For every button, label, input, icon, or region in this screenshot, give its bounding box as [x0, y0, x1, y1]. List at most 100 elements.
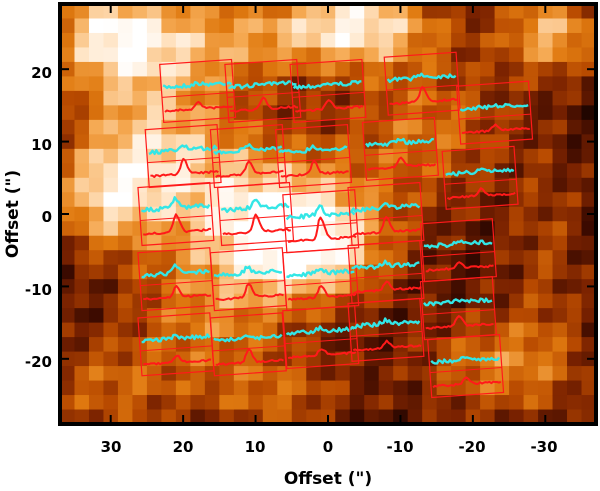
map-pixel: [320, 134, 336, 150]
map-pixel: [523, 148, 539, 164]
map-pixel: [538, 47, 554, 63]
map-pixel: [465, 134, 481, 150]
map-pixel: [117, 250, 134, 266]
map-pixel: [219, 61, 235, 78]
map-pixel: [567, 409, 583, 424]
map-pixel: [422, 177, 438, 193]
map-pixel: [306, 47, 322, 63]
map-pixel: [407, 308, 423, 324]
map-pixel: [175, 61, 191, 78]
map-pixel: [306, 32, 322, 49]
map-pixel: [349, 293, 365, 309]
map-pixel: [262, 47, 278, 63]
y-tick-label: -20: [25, 353, 52, 371]
map-pixel: [88, 409, 105, 424]
red-spectrum: [142, 284, 212, 301]
map-pixel: [161, 90, 177, 106]
map-pixel: [407, 337, 423, 353]
map-pixel: [335, 47, 351, 63]
map-pixel: [204, 47, 220, 63]
map-pixel: [567, 221, 583, 237]
map-pixel: [320, 18, 336, 34]
map-pixel: [117, 177, 134, 193]
map-pixel: [277, 380, 293, 396]
map-pixel: [88, 192, 105, 208]
map-pixel: [349, 380, 365, 396]
map-pixel: [494, 61, 510, 78]
map-pixel: [219, 395, 235, 411]
spectrum-panel: [347, 297, 425, 362]
map-pixel: [175, 235, 191, 251]
map-pixel: [523, 409, 539, 424]
cyan-spectrum: [213, 143, 283, 155]
map-pixel: [175, 90, 191, 106]
cyan-spectrum: [459, 102, 529, 112]
red-spectrum: [215, 160, 284, 178]
map-pixel: [248, 163, 264, 179]
map-pixel: [132, 105, 148, 121]
spectrum-panel: [137, 181, 215, 247]
y-tick-label: 0: [42, 208, 52, 226]
map-pixel: [480, 279, 496, 295]
map-pixel: [407, 32, 423, 49]
map-pixel: [480, 148, 496, 164]
map-pixel: [277, 366, 293, 382]
map-pixel: [552, 380, 568, 396]
map-pixel: [581, 148, 596, 164]
spectrum-panel: [383, 51, 461, 116]
map-pixel: [233, 380, 249, 396]
map-pixel: [60, 235, 76, 251]
map-pixel: [146, 134, 163, 150]
map-pixel: [74, 134, 90, 150]
spectrum-panel: [361, 116, 440, 181]
map-pixel: [422, 18, 438, 34]
spectrum-panel-frame: [441, 145, 519, 210]
map-pixel: [103, 61, 119, 78]
map-pixel: [248, 366, 264, 382]
spectrum-panel-frame: [216, 181, 295, 247]
map-pixel: [291, 47, 307, 63]
map-pixel: [567, 235, 583, 251]
spectrum-panel-divider: [350, 272, 423, 279]
map-pixel: [509, 47, 525, 63]
map-pixel: [393, 264, 409, 280]
map-pixel: [552, 409, 568, 424]
map-pixel: [161, 250, 177, 266]
map-pixel: [88, 206, 105, 222]
map-pixel: [117, 395, 134, 411]
map-pixel: [407, 279, 423, 295]
map-pixel: [436, 18, 452, 34]
map-pixel: [88, 32, 105, 49]
map-pixel: [74, 18, 90, 34]
map-pixel: [219, 47, 235, 63]
map-pixel: [581, 163, 596, 179]
spectrum-panel: [209, 247, 287, 312]
map-pixel: [567, 308, 583, 324]
map-pixel: [204, 366, 220, 382]
map-pixel: [219, 32, 235, 49]
map-pixel: [262, 206, 278, 222]
map-pixel: [190, 322, 206, 338]
map-pixel: [451, 221, 467, 237]
map-pixel: [103, 76, 119, 92]
map-pixel: [494, 47, 510, 63]
map-pixel: [436, 134, 452, 150]
map-pixel: [74, 177, 90, 193]
cyan-spectrum: [445, 167, 515, 177]
map-pixel: [117, 61, 134, 78]
map-pixel: [161, 409, 177, 424]
map-pixel: [190, 235, 206, 251]
map-pixel: [364, 279, 380, 295]
map-pixel: [306, 61, 322, 78]
map-pixel: [436, 250, 452, 266]
cyan-spectrum: [365, 137, 434, 148]
map-pixel: [146, 90, 163, 106]
map-pixel: [364, 119, 380, 135]
map-pixel: [407, 264, 423, 280]
map-pixel: [509, 308, 525, 324]
spectrum-panel-divider: [161, 91, 234, 98]
map-pixel: [88, 351, 105, 367]
map-pixel: [190, 366, 206, 382]
map-pixel: [364, 105, 380, 121]
map-pixel: [320, 380, 336, 396]
